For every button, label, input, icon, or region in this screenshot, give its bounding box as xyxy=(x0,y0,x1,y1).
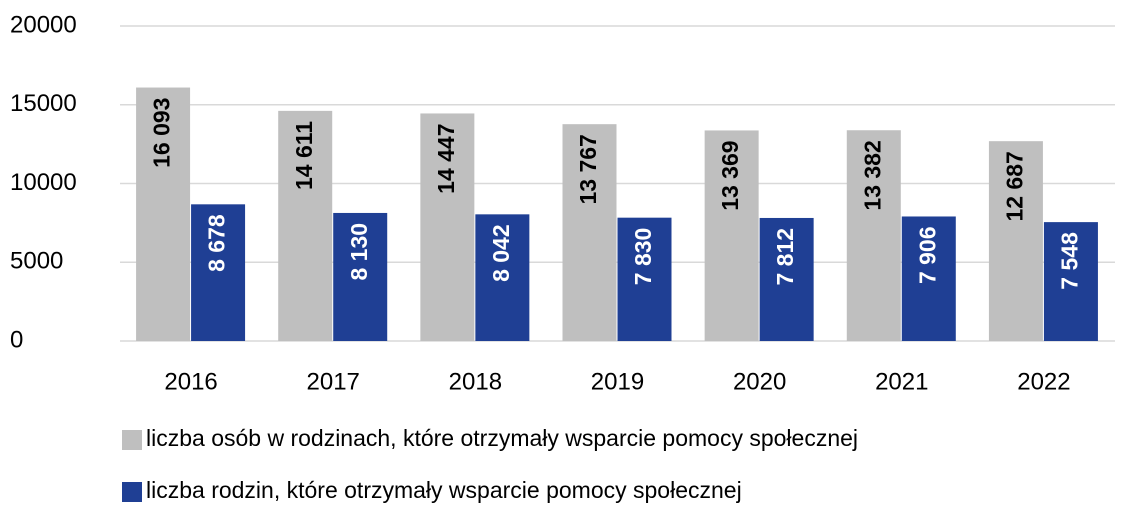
bar xyxy=(475,214,530,341)
value-label: 7 548 xyxy=(1057,232,1083,290)
x-tick-label: 2018 xyxy=(449,368,502,395)
bar xyxy=(191,204,246,341)
legend-swatch xyxy=(122,482,142,502)
value-label: 12 687 xyxy=(1002,151,1028,221)
value-label: 8 042 xyxy=(488,224,514,282)
value-label: 7 830 xyxy=(630,228,656,286)
bar xyxy=(846,130,901,341)
value-label: 14 447 xyxy=(433,123,459,193)
bar xyxy=(1043,222,1098,341)
value-label: 8 678 xyxy=(204,214,230,272)
x-tick-label: 2019 xyxy=(591,368,644,395)
bar xyxy=(420,113,475,341)
bar xyxy=(759,217,814,341)
bar xyxy=(278,110,333,342)
y-tick-label: 10000 xyxy=(10,169,77,196)
x-tick-label: 2017 xyxy=(307,368,360,395)
bar xyxy=(562,124,617,342)
value-label: 7 906 xyxy=(914,226,940,284)
value-label: 16 093 xyxy=(149,98,175,168)
x-tick-label: 2022 xyxy=(1017,368,1070,395)
y-tick-label: 5000 xyxy=(10,248,63,275)
legend-swatch xyxy=(122,430,142,450)
y-tick-label: 20000 xyxy=(10,11,77,38)
y-tick-label: 15000 xyxy=(10,90,77,117)
x-tick-label: 2016 xyxy=(164,368,217,395)
value-label: 7 812 xyxy=(772,228,798,286)
x-tick-label: 2021 xyxy=(875,368,928,395)
value-label: 8 130 xyxy=(346,223,372,281)
bar xyxy=(617,217,672,341)
bar xyxy=(333,212,388,341)
legend-label: liczba osób w rodzinach, które otrzymały… xyxy=(146,425,858,451)
legend-label: liczba rodzin, które otrzymały wsparcie … xyxy=(146,477,742,503)
bar xyxy=(704,130,759,341)
y-tick-label: 0 xyxy=(10,326,23,353)
bar xyxy=(988,141,1043,341)
bar xyxy=(901,216,956,341)
value-label: 13 369 xyxy=(717,140,743,210)
bar xyxy=(136,87,191,341)
value-label: 13 382 xyxy=(859,140,885,210)
value-label: 14 611 xyxy=(291,121,317,190)
value-label: 13 767 xyxy=(575,134,601,204)
x-tick-label: 2020 xyxy=(733,368,786,395)
